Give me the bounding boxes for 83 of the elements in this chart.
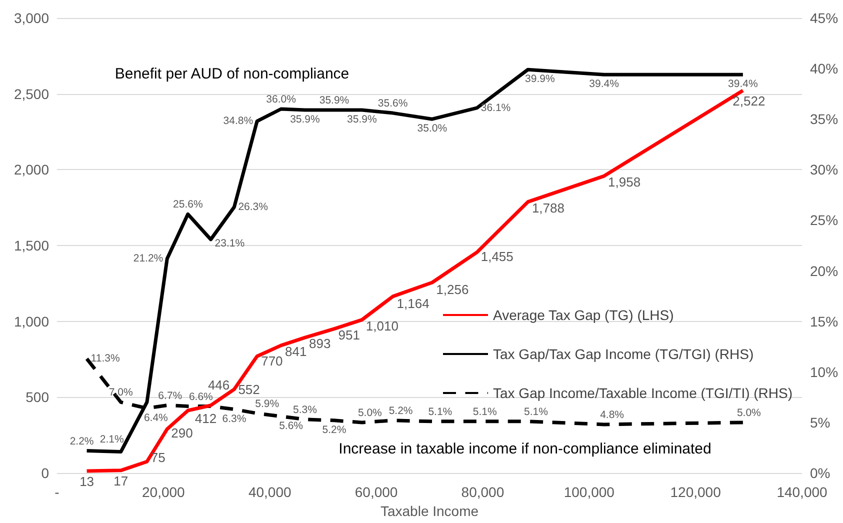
- data-label: 4.8%: [600, 408, 624, 421]
- y2-tick-label: 15%: [810, 313, 838, 330]
- data-label: 6.7%: [158, 390, 182, 402]
- y2-tick-label: 10%: [810, 364, 838, 380]
- data-label: 893: [308, 336, 331, 352]
- data-label: 1,256: [436, 282, 469, 298]
- data-label: 5.3%: [293, 404, 317, 416]
- annotation: Increase in taxable income if non-compliance eliminated: [338, 440, 712, 458]
- y-tick-label: 1,500: [14, 238, 50, 254]
- data-label: 36.0%: [266, 94, 296, 106]
- data-label: 13: [80, 474, 94, 490]
- data-label: 5.0%: [736, 406, 761, 419]
- data-label: 11.3%: [90, 352, 120, 365]
- data-label: 17: [114, 473, 128, 488]
- data-label: 446: [208, 377, 230, 392]
- data-label: 35.9%: [290, 114, 320, 126]
- legend-label: Tax Gap/Tax Gap Income (TG/TGI) (RHS): [493, 346, 754, 362]
- data-label: 6.6%: [188, 390, 213, 403]
- data-label: 951: [338, 327, 360, 342]
- data-label: 2.2%: [70, 435, 94, 448]
- data-label: 39.4%: [589, 78, 619, 90]
- data-label: 21.2%: [133, 252, 164, 265]
- data-label: 1,788: [532, 200, 564, 216]
- y-tick-label: 3,000: [14, 10, 50, 26]
- data-label: 5.0%: [358, 406, 382, 419]
- data-label: 23.1%: [214, 237, 245, 250]
- data-label: 75: [150, 450, 166, 466]
- y-tick-label: 0: [41, 465, 50, 481]
- data-label: 5.9%: [255, 398, 280, 410]
- data-label: 35.0%: [417, 122, 448, 135]
- x-tick-label: 140,000: [776, 484, 828, 500]
- y2-tick-label: 0%: [810, 465, 830, 481]
- y-tick-label: 2,000: [14, 162, 50, 178]
- x-axis-title: Taxable Income: [380, 503, 479, 519]
- y2-tick-label: 35%: [810, 111, 838, 128]
- data-label: 290: [171, 426, 193, 441]
- data-label: 841: [285, 344, 307, 359]
- x-tick-label: 40,000: [248, 484, 292, 500]
- x-tick-label: 80,000: [461, 484, 504, 500]
- data-label: 5.2%: [388, 404, 413, 417]
- data-label: 412: [194, 411, 217, 426]
- x-tick-label: 60,000: [354, 484, 398, 500]
- data-label: 6.4%: [144, 412, 168, 424]
- data-label: 5.1%: [428, 406, 452, 418]
- y-tick-label: 500: [26, 389, 50, 406]
- y-tick-label: 1,000: [14, 313, 50, 330]
- y2-tick-label: 20%: [810, 262, 838, 279]
- legend-label: Tax Gap Income/Taxable Income (TGI/TI) (RHS): [493, 385, 793, 401]
- data-label: 36.1%: [480, 102, 511, 114]
- data-label: 1,164: [396, 296, 430, 311]
- data-label: 25.6%: [173, 198, 203, 211]
- y2-tick-label: 25%: [810, 212, 838, 228]
- data-label: 2.1%: [100, 433, 124, 446]
- data-label: 1,958: [608, 174, 641, 190]
- data-label: 5.1%: [524, 406, 548, 418]
- data-label: 5.1%: [472, 406, 497, 418]
- y2-tick-label: 30%: [810, 162, 838, 178]
- data-label: 35.9%: [319, 94, 350, 107]
- data-label: 5.6%: [279, 420, 303, 432]
- x-tick-label: 20,000: [142, 484, 186, 500]
- legend-label: Average Tax Gap (TG) (LHS): [493, 307, 674, 323]
- data-label: 35.9%: [347, 114, 377, 126]
- x-tick-label: -: [54, 484, 60, 500]
- data-label: 1,010: [366, 318, 398, 334]
- data-label: 39.9%: [525, 73, 555, 86]
- data-label: 6.3%: [222, 412, 246, 425]
- data-label: 39.4%: [728, 78, 758, 90]
- data-label: 770: [261, 354, 283, 369]
- y2-tick-label: 40%: [810, 60, 838, 77]
- data-label: 2,522: [732, 93, 766, 108]
- data-label: 35.6%: [378, 98, 408, 110]
- y-tick-label: 2,500: [14, 86, 50, 102]
- data-label: 1,455: [480, 248, 514, 264]
- annotation: Benefit per AUD of non-compliance: [114, 66, 350, 82]
- data-label: 7.0%: [108, 386, 133, 399]
- data-label: 552: [238, 382, 260, 397]
- data-label: 5.2%: [322, 424, 346, 436]
- x-tick-label: 120,000: [670, 484, 722, 500]
- x-tick-label: 100,000: [564, 484, 615, 500]
- y2-tick-label: 45%: [810, 10, 838, 26]
- data-label: 34.8%: [223, 115, 254, 128]
- data-label: 26.3%: [238, 201, 268, 214]
- y2-tick-label: 5%: [810, 414, 830, 430]
